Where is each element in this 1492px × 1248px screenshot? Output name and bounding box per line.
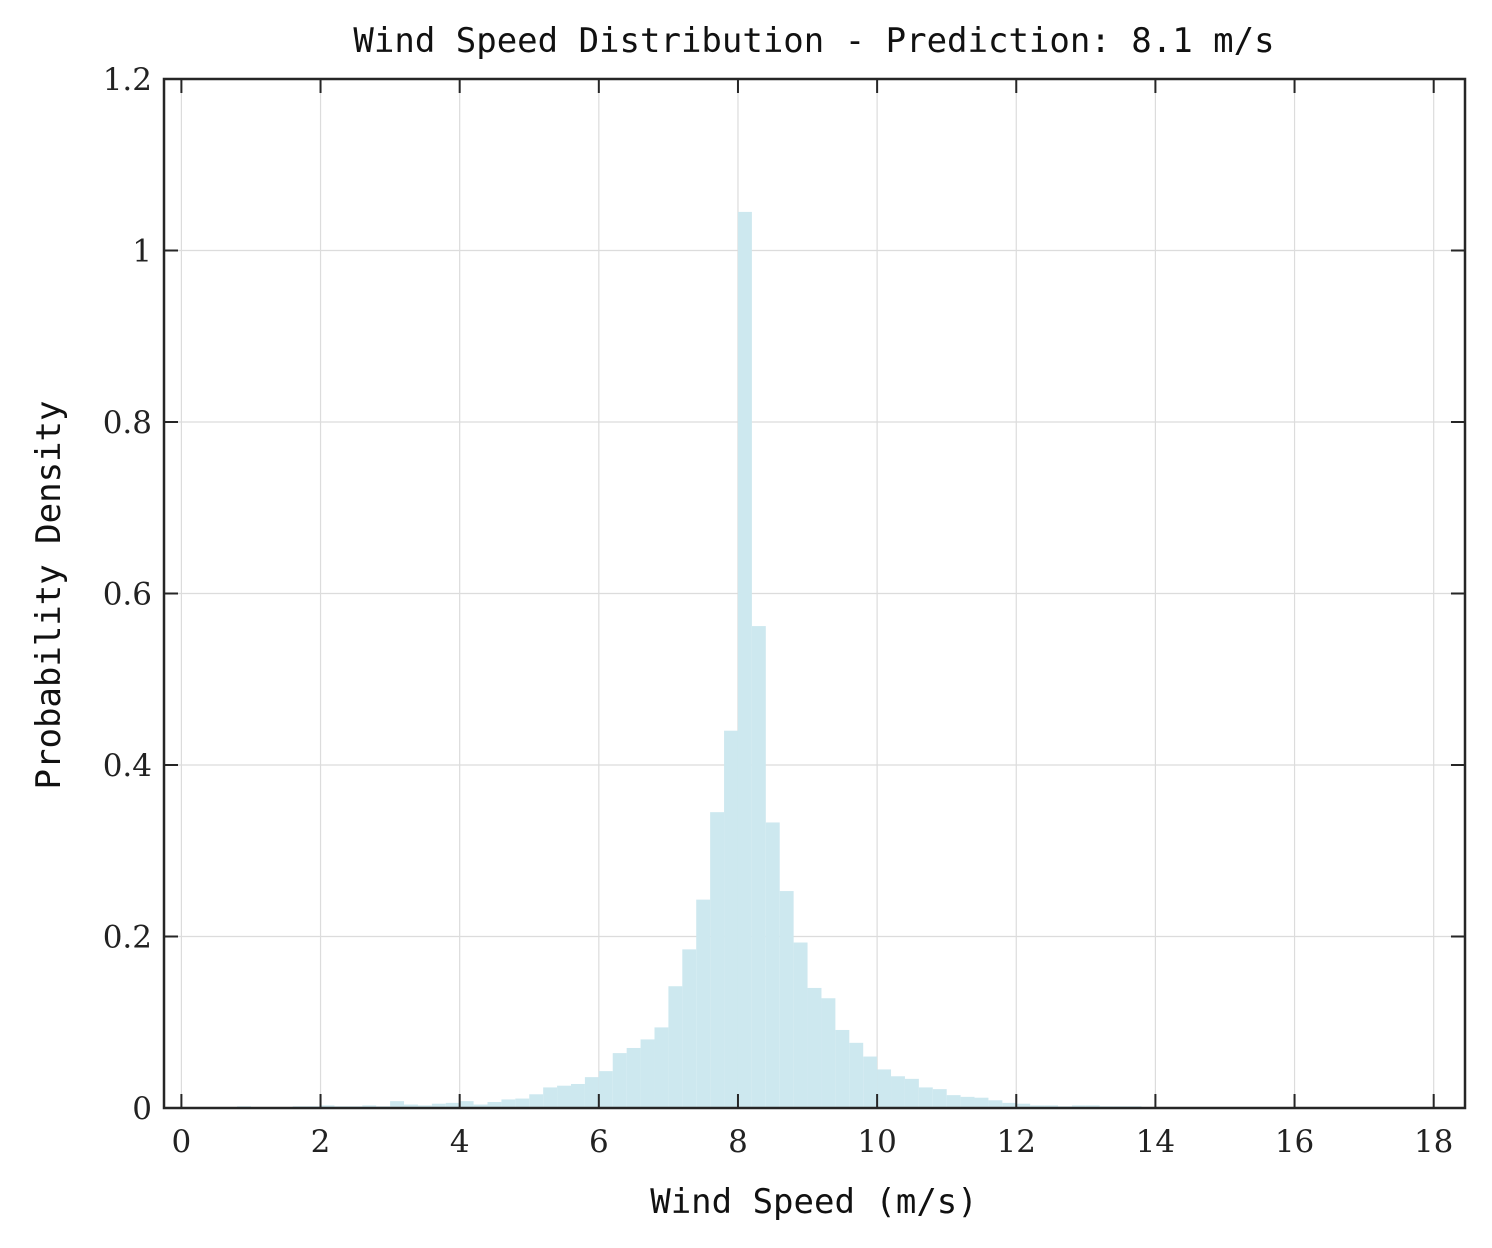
histogram-bar (904, 1078, 919, 1108)
histogram-bar (362, 1105, 377, 1108)
x-tick-label: 18 (1414, 1124, 1453, 1160)
histogram-bar (849, 1042, 864, 1108)
y-axis-label: Probability Density (29, 401, 69, 790)
histogram-bar (696, 899, 711, 1108)
y-tick-label: 0.8 (103, 405, 152, 441)
histogram-bar (654, 1027, 669, 1108)
histogram-bar (946, 1095, 961, 1108)
histogram-bar (974, 1097, 989, 1108)
histogram-bar (584, 1077, 599, 1108)
histogram-bar (598, 1071, 613, 1108)
x-tick-label: 8 (728, 1124, 748, 1160)
histogram-bar (710, 812, 725, 1108)
histogram-bar (390, 1101, 405, 1108)
x-tick-label: 4 (450, 1124, 470, 1160)
histogram-bar (724, 730, 738, 1108)
histogram-bar (793, 942, 808, 1108)
histogram-bar (737, 211, 752, 1109)
y-tick-label: 1 (132, 234, 152, 270)
histogram-bar (960, 1096, 975, 1108)
y-tick-label: 1.2 (103, 62, 152, 98)
axis-ticks (164, 78, 1465, 1109)
y-tick-label: 0 (132, 1091, 152, 1127)
y-tick-label: 0.4 (103, 748, 152, 784)
x-tick-label: 14 (1136, 1124, 1175, 1160)
histogram-bar (835, 1029, 850, 1108)
histogram-bar (487, 1101, 502, 1108)
x-tick-label: 0 (172, 1124, 192, 1160)
histogram-bar (1044, 1105, 1059, 1108)
chart-title: Wind Speed Distribution - Prediction: 8.… (353, 21, 1274, 61)
histogram-bar (863, 1056, 878, 1108)
x-tick-label: 12 (997, 1124, 1036, 1160)
histogram-bar (1071, 1105, 1086, 1108)
histogram-bar (988, 1100, 1003, 1108)
histogram-bar (1085, 1105, 1100, 1108)
histogram-bar (320, 1105, 335, 1108)
histogram-bar (1002, 1102, 1017, 1108)
histogram-bar (877, 1069, 892, 1108)
histogram-bar (807, 987, 822, 1108)
histogram-bar (668, 986, 683, 1108)
histogram-bar (779, 891, 794, 1108)
histogram-bar (765, 822, 780, 1108)
histogram-bar (459, 1101, 474, 1108)
histogram-bar (891, 1076, 905, 1108)
histogram-bar (821, 998, 836, 1108)
histogram-bar (515, 1098, 530, 1108)
histogram-bar (918, 1087, 933, 1108)
histogram-bar (570, 1083, 585, 1108)
x-axis-label: Wind Speed (m/s) (650, 1182, 978, 1222)
histogram-bar (417, 1105, 432, 1108)
histogram-bar (626, 1047, 641, 1108)
histogram-bar (445, 1102, 460, 1108)
x-tick-labels: 0 2 4 6 8 10 12 14 16 18 (172, 1124, 1454, 1160)
histogram-bar (543, 1087, 558, 1108)
y-tick-labels: 0 0.2 0.4 0.6 0.8 1 1.2 (103, 62, 152, 1127)
histogram-bar (751, 626, 766, 1108)
histogram-bar (1030, 1105, 1045, 1108)
histogram-bar (682, 949, 697, 1108)
histogram-bar (404, 1104, 418, 1108)
histogram-bar (612, 1053, 627, 1108)
y-tick-label: 0.6 (103, 577, 152, 613)
histogram-bar (473, 1104, 488, 1108)
histogram-bar (501, 1099, 516, 1108)
x-tick-label: 10 (857, 1124, 896, 1160)
histogram-bars (237, 211, 1239, 1109)
histogram-bar (557, 1085, 571, 1108)
histogram-bar (431, 1103, 446, 1108)
histogram-bar (1016, 1103, 1031, 1108)
histogram-bar (640, 1039, 655, 1108)
x-tick-label: 16 (1275, 1124, 1314, 1160)
histogram-bar (529, 1094, 544, 1108)
x-tick-label: 2 (311, 1124, 331, 1160)
y-tick-label: 0.2 (103, 920, 152, 956)
x-tick-label: 6 (589, 1124, 609, 1160)
histogram-bar (932, 1089, 947, 1108)
